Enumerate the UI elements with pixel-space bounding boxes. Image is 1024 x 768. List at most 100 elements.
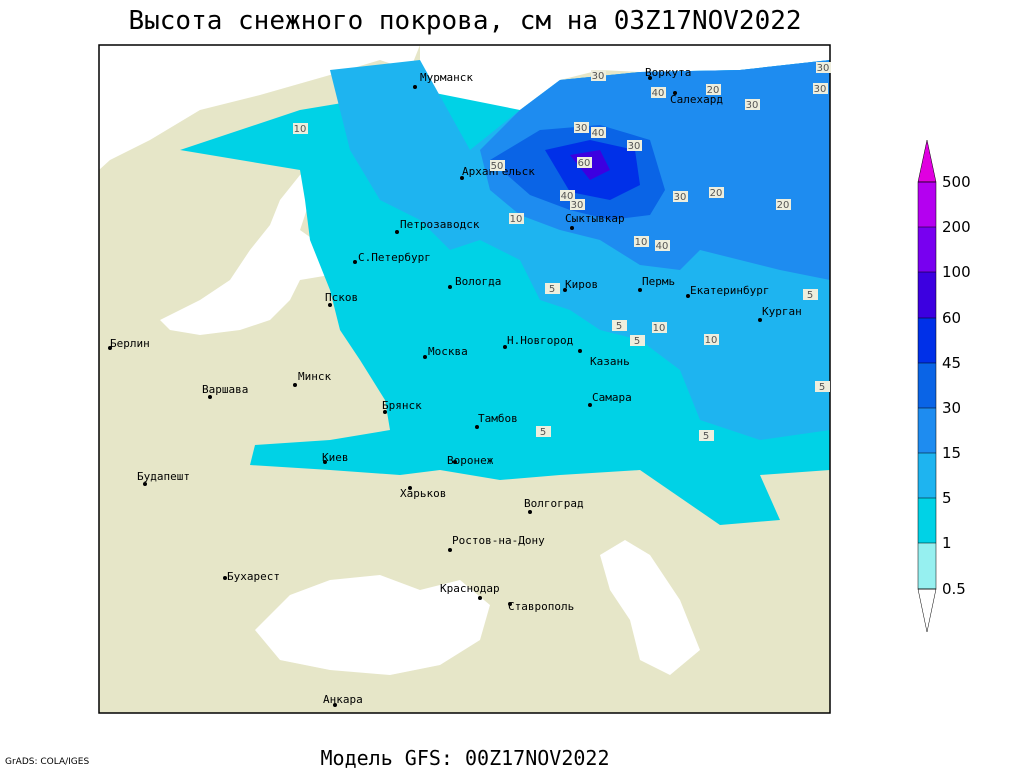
contour-label: 10 bbox=[653, 323, 666, 334]
contour-label: 40 bbox=[656, 241, 669, 252]
colorbar-label: 5 bbox=[942, 489, 952, 507]
city-label: Воркута bbox=[645, 66, 691, 79]
contour-label-bg bbox=[673, 191, 688, 202]
city-label: Н.Новгород bbox=[507, 334, 574, 347]
city-dot bbox=[208, 395, 212, 399]
contour-label-bg bbox=[612, 320, 627, 331]
contour-label-bg bbox=[652, 322, 667, 333]
map bbox=[98, 44, 831, 714]
colorbar-label: 15 bbox=[942, 444, 961, 462]
colorbar-cap bbox=[917, 588, 937, 633]
city-label: Будапешт bbox=[137, 470, 190, 483]
sea bbox=[255, 575, 490, 675]
contour-label-bg bbox=[776, 199, 791, 210]
contour-label-bg bbox=[815, 381, 830, 392]
contour-label: 30 bbox=[628, 141, 641, 152]
contour-label-bg bbox=[570, 199, 585, 210]
contour-label-bg bbox=[509, 213, 524, 224]
contour-label: 40 bbox=[652, 88, 665, 99]
city-dot bbox=[528, 510, 532, 514]
contour-label-bg bbox=[560, 190, 575, 201]
city-label: Вологда bbox=[455, 275, 501, 288]
contour-label: 40 bbox=[592, 128, 605, 139]
city-dot bbox=[293, 383, 297, 387]
city-label: Варшава bbox=[202, 383, 248, 396]
contour-label: 30 bbox=[674, 192, 687, 203]
contour-label: 10 bbox=[705, 335, 718, 346]
city-label: Курган bbox=[762, 305, 802, 318]
contour-label: 20 bbox=[707, 85, 720, 96]
city-label: Псков bbox=[325, 291, 358, 304]
city-dot bbox=[395, 230, 399, 234]
city-label: Самара bbox=[592, 391, 632, 404]
city-dot bbox=[503, 345, 507, 349]
city-dot bbox=[408, 486, 412, 490]
colorbar-swatch bbox=[918, 363, 936, 408]
colorbar-label: 0.5 bbox=[942, 580, 966, 598]
contour-label-bg bbox=[699, 430, 714, 441]
city-dot bbox=[328, 303, 332, 307]
city-dot bbox=[323, 460, 327, 464]
contour-label-bg bbox=[709, 187, 724, 198]
city-label: Пермь bbox=[642, 275, 675, 288]
colorbar-swatch bbox=[918, 318, 936, 363]
city-dot bbox=[413, 85, 417, 89]
sea bbox=[99, 45, 420, 170]
contour-label-bg bbox=[293, 123, 308, 134]
contour-label: 5 bbox=[616, 321, 622, 332]
city-label: Екатеринбург bbox=[690, 284, 769, 297]
city-dot bbox=[108, 346, 112, 350]
city-dot bbox=[686, 294, 690, 298]
contour-label: 30 bbox=[746, 100, 759, 111]
contour-label-bg bbox=[591, 127, 606, 138]
city-label: Казань bbox=[590, 355, 630, 368]
city-dot bbox=[448, 548, 452, 552]
city-label: Киев bbox=[322, 451, 349, 464]
colorbar-label: 100 bbox=[942, 263, 971, 281]
sea bbox=[600, 540, 700, 675]
city-dot bbox=[460, 176, 464, 180]
contour-label: 5 bbox=[807, 290, 813, 301]
contour-label: 30 bbox=[592, 71, 605, 82]
contour-label-bg bbox=[490, 160, 505, 171]
city-label: Берлин bbox=[110, 337, 150, 350]
colorbar-label: 60 bbox=[942, 309, 961, 327]
colorbar-label: 30 bbox=[942, 399, 961, 417]
city-dot bbox=[383, 410, 387, 414]
city-label: Петрозаводск bbox=[400, 218, 480, 231]
contour-label: 5 bbox=[549, 284, 555, 295]
contour-label-bg bbox=[816, 62, 831, 73]
colorbar-label: 200 bbox=[942, 218, 971, 236]
city-dot bbox=[578, 349, 582, 353]
contour-label-bg bbox=[651, 87, 666, 98]
contour-label: 10 bbox=[635, 237, 648, 248]
contour-label-bg bbox=[704, 334, 719, 345]
city-dot bbox=[478, 596, 482, 600]
contour-label: 5 bbox=[703, 431, 709, 442]
contour-label: 5 bbox=[540, 427, 546, 438]
contour-label-bg bbox=[803, 289, 818, 300]
contour-label: 10 bbox=[510, 214, 523, 225]
colorbar-swatch bbox=[918, 408, 936, 453]
city-dot bbox=[638, 288, 642, 292]
sea bbox=[160, 160, 345, 335]
city-label: Волгоград bbox=[524, 497, 584, 510]
city-label: Салехард bbox=[670, 93, 723, 106]
city-label: Сыктывкар bbox=[565, 212, 625, 225]
city-dot bbox=[508, 602, 512, 606]
colorbar-swatch bbox=[918, 498, 936, 543]
colorbar-swatch bbox=[918, 227, 936, 272]
contour-label-bg bbox=[627, 140, 642, 151]
city-dot bbox=[475, 425, 479, 429]
contour-label: 5 bbox=[634, 336, 640, 347]
colorbar-swatch bbox=[918, 182, 936, 227]
city-label: Харьков bbox=[400, 487, 446, 500]
colorbar bbox=[917, 139, 937, 633]
city-dot bbox=[223, 576, 227, 580]
colorbar-cap bbox=[917, 139, 937, 183]
city-label: Мурманск bbox=[420, 71, 473, 84]
city-dot bbox=[648, 76, 652, 80]
contour-label: 60 bbox=[578, 158, 591, 169]
contour-label-bg bbox=[630, 335, 645, 346]
city-dot bbox=[448, 285, 452, 289]
